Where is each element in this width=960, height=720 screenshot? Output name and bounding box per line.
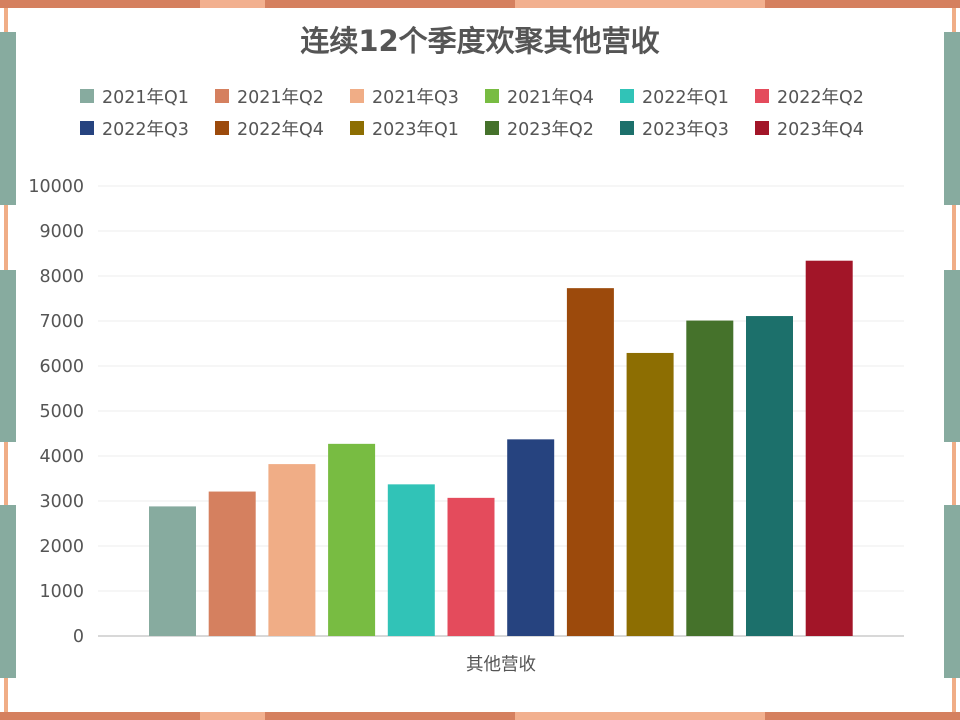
y-tick-label: 4000 [39,447,84,467]
legend-swatch [80,121,94,135]
legend-label: 2021年Q1 [102,87,189,108]
x-category-label: 其他营收 [466,655,536,675]
y-tick-label: 6000 [39,357,84,377]
y-tick-label: 9000 [39,222,84,242]
legend-swatch [215,89,229,103]
legend-label: 2023年Q4 [777,119,864,140]
legend-swatch [80,89,94,103]
legend-label: 2022年Q4 [237,119,324,140]
legend-item[interactable]: 2023年Q4 [755,116,890,140]
bar-2021年Q4[interactable] [328,443,376,636]
frame-bottom-band [765,712,960,720]
y-tick-label: 2000 [39,537,84,557]
chart-title: 连续12个季度欢聚其他营收 [300,24,660,58]
bar-2023年Q4[interactable] [805,260,853,636]
legend-swatch [620,121,634,135]
legend-label: 2023年Q2 [507,119,594,140]
legend-item[interactable]: 2023年Q2 [485,116,620,140]
legend-label: 2021年Q3 [372,87,459,108]
legend-label: 2021年Q4 [507,87,594,108]
y-tick-label: 3000 [39,492,84,512]
bar-2022年Q2[interactable] [447,497,495,636]
legend-swatch [350,89,364,103]
legend-swatch [755,121,769,135]
legend-swatch [620,89,634,103]
frame-bottom-band [0,712,200,720]
legend-label: 2023年Q3 [642,119,729,140]
y-tick-label: 1000 [39,582,84,602]
frame-right-block [944,32,960,205]
y-tick-label: 0 [73,627,84,647]
legend-item[interactable]: 2023年Q3 [620,116,755,140]
frame-top-band [265,0,515,8]
legend-item[interactable]: 2022年Q2 [755,84,890,108]
frame-bottom-band [265,712,515,720]
frame-left-block [0,505,16,678]
legend-item[interactable]: 2021年Q3 [350,84,485,108]
legend-label: 2022年Q2 [777,87,864,108]
legend-swatch [215,121,229,135]
legend-swatch [755,89,769,103]
legend-item[interactable]: 2021年Q1 [80,84,215,108]
bar-2021年Q3[interactable] [268,464,316,636]
frame-top-band [200,0,265,8]
legend-label: 2023年Q1 [372,119,459,140]
frame-top-band [0,0,200,8]
chart-legend: 2021年Q1 2021年Q2 2021年Q3 2021年Q4 2022年Q1 2022年… [80,84,900,140]
legend-item[interactable]: 2021年Q4 [485,84,620,108]
frame-right-block [944,270,960,442]
legend-swatch [350,121,364,135]
frame-top-band [515,0,765,8]
bar-2022年Q4[interactable] [566,288,614,636]
legend-label: 2022年Q1 [642,87,729,108]
frame-left-block [0,32,16,205]
y-tick-label: 8000 [39,267,84,287]
frame-right-block [944,505,960,678]
bar-2023年Q1[interactable] [626,352,674,636]
legend-item[interactable]: 2022年Q1 [620,84,755,108]
y-tick-label: 7000 [39,312,84,332]
bar-2023年Q2[interactable] [686,320,734,636]
frame-bottom-band [515,712,765,720]
bar-2022年Q1[interactable] [387,484,435,636]
y-tick-label: 10000 [28,177,84,197]
legend-swatch [485,89,499,103]
legend-label: 2022年Q3 [102,119,189,140]
frame-left-block [0,270,16,442]
legend-label: 2021年Q2 [237,87,324,108]
bar-2021年Q2[interactable] [208,491,256,636]
bar-2022年Q3[interactable] [507,439,555,636]
legend-item[interactable]: 2023年Q1 [350,116,485,140]
legend-item[interactable]: 2021年Q2 [215,84,350,108]
y-tick-label: 5000 [39,402,84,422]
frame-top-band [765,0,960,8]
frame-bottom-band [200,712,265,720]
legend-swatch [485,121,499,135]
bar-2021年Q1[interactable] [149,506,196,636]
legend-item[interactable]: 2022年Q3 [80,116,215,140]
bar-2023年Q3[interactable] [746,316,793,636]
legend-item[interactable]: 2022年Q4 [215,116,350,140]
